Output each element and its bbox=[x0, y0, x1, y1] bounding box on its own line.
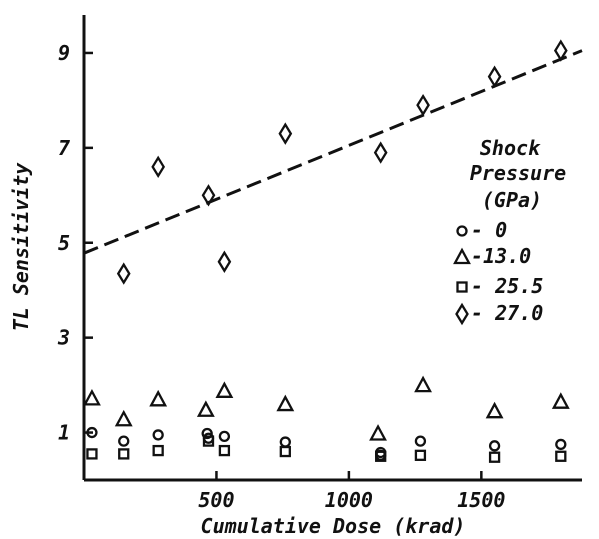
square-point-6 bbox=[375, 450, 387, 462]
legend-title-line-1: Shock bbox=[480, 136, 541, 160]
legend-marker-square bbox=[456, 281, 468, 293]
y-tick-label-5: 5 bbox=[58, 231, 70, 255]
diamond-point-6 bbox=[416, 93, 430, 117]
legend-title-line-3: (GPa) bbox=[482, 188, 542, 212]
x-tick-label-1000: 1000 bbox=[325, 488, 373, 512]
points-layer bbox=[83, 39, 570, 463]
x-tick-label-500: 500 bbox=[198, 488, 234, 512]
square-point-1 bbox=[118, 448, 130, 460]
circle-point-11 bbox=[555, 438, 567, 451]
y-tick-label-7: 7 bbox=[58, 136, 70, 160]
square-point-3 bbox=[202, 435, 215, 447]
circle-point-9 bbox=[414, 435, 427, 447]
y-tick-label-9: 9 bbox=[58, 41, 70, 65]
triangle-point-0 bbox=[83, 388, 101, 406]
circle-point-5 bbox=[218, 430, 231, 442]
triangle-point-2 bbox=[149, 389, 168, 407]
trendline-27-gpa bbox=[83, 49, 583, 255]
x-tick-label-1500: 1500 bbox=[457, 488, 505, 512]
legend-entries: - 0-13.0 - 25.5 - 27.0 bbox=[453, 218, 543, 326]
legend-label-square: - 25.5 bbox=[471, 274, 543, 298]
diamond-point-3 bbox=[217, 250, 232, 273]
circle-point-6 bbox=[279, 436, 291, 448]
legend-label-circle: - 0 bbox=[471, 218, 507, 242]
square-point-8 bbox=[488, 451, 501, 463]
triangle-point-4 bbox=[215, 381, 234, 398]
triangle-point-3 bbox=[196, 400, 215, 417]
y-axis-title: TL Sensitivity bbox=[9, 162, 33, 332]
legend-marker-triangle bbox=[453, 247, 471, 265]
circle-point-0 bbox=[86, 426, 98, 439]
square-point-5 bbox=[279, 445, 291, 458]
triangle-point-5 bbox=[276, 394, 295, 412]
legend-marker-circle bbox=[456, 225, 468, 237]
square-point-4 bbox=[218, 444, 231, 457]
square-point-7 bbox=[414, 449, 427, 461]
triangle-point-7 bbox=[414, 375, 432, 393]
diamond-point-7 bbox=[487, 65, 502, 88]
legend-title-line-2: Pressure bbox=[470, 161, 566, 185]
diamond-point-0 bbox=[116, 262, 131, 285]
square-point-9 bbox=[555, 450, 567, 462]
legend: Shock Pressure (GPa) - 0-13.0 - 25.5 - 27.… bbox=[453, 136, 566, 326]
legend-marker-diamond bbox=[455, 302, 469, 326]
legend-label-diamond: - 27.0 bbox=[471, 301, 543, 325]
diamond-point-1 bbox=[151, 155, 166, 179]
diamond-point-2 bbox=[201, 184, 216, 207]
circle-point-3 bbox=[201, 427, 213, 440]
diamond-point-5 bbox=[373, 141, 388, 164]
diamond-point-8 bbox=[553, 39, 568, 62]
circle-point-2 bbox=[152, 429, 164, 441]
legend-label-triangle: -13.0 bbox=[471, 244, 531, 268]
axes bbox=[82, 15, 582, 482]
y-tick-label-3: 3 bbox=[57, 326, 70, 350]
y-tick-label-1: 1 bbox=[58, 421, 70, 445]
triangle-point-1 bbox=[114, 409, 133, 427]
square-point-2 bbox=[152, 444, 164, 457]
square-point-0 bbox=[86, 448, 98, 460]
tick-labels: 500 1000 1500 1 3 5 7 9 bbox=[57, 41, 505, 512]
circle-point-1 bbox=[118, 435, 130, 447]
triangle-point-8 bbox=[485, 401, 504, 419]
trendline-layer bbox=[83, 49, 583, 255]
diamond-point-4 bbox=[278, 122, 293, 145]
circle-point-10 bbox=[488, 440, 501, 452]
triangle-point-6 bbox=[369, 424, 387, 441]
x-axis-title: Cumulative Dose (krad) bbox=[201, 514, 466, 538]
triangle-point-9 bbox=[551, 392, 570, 409]
